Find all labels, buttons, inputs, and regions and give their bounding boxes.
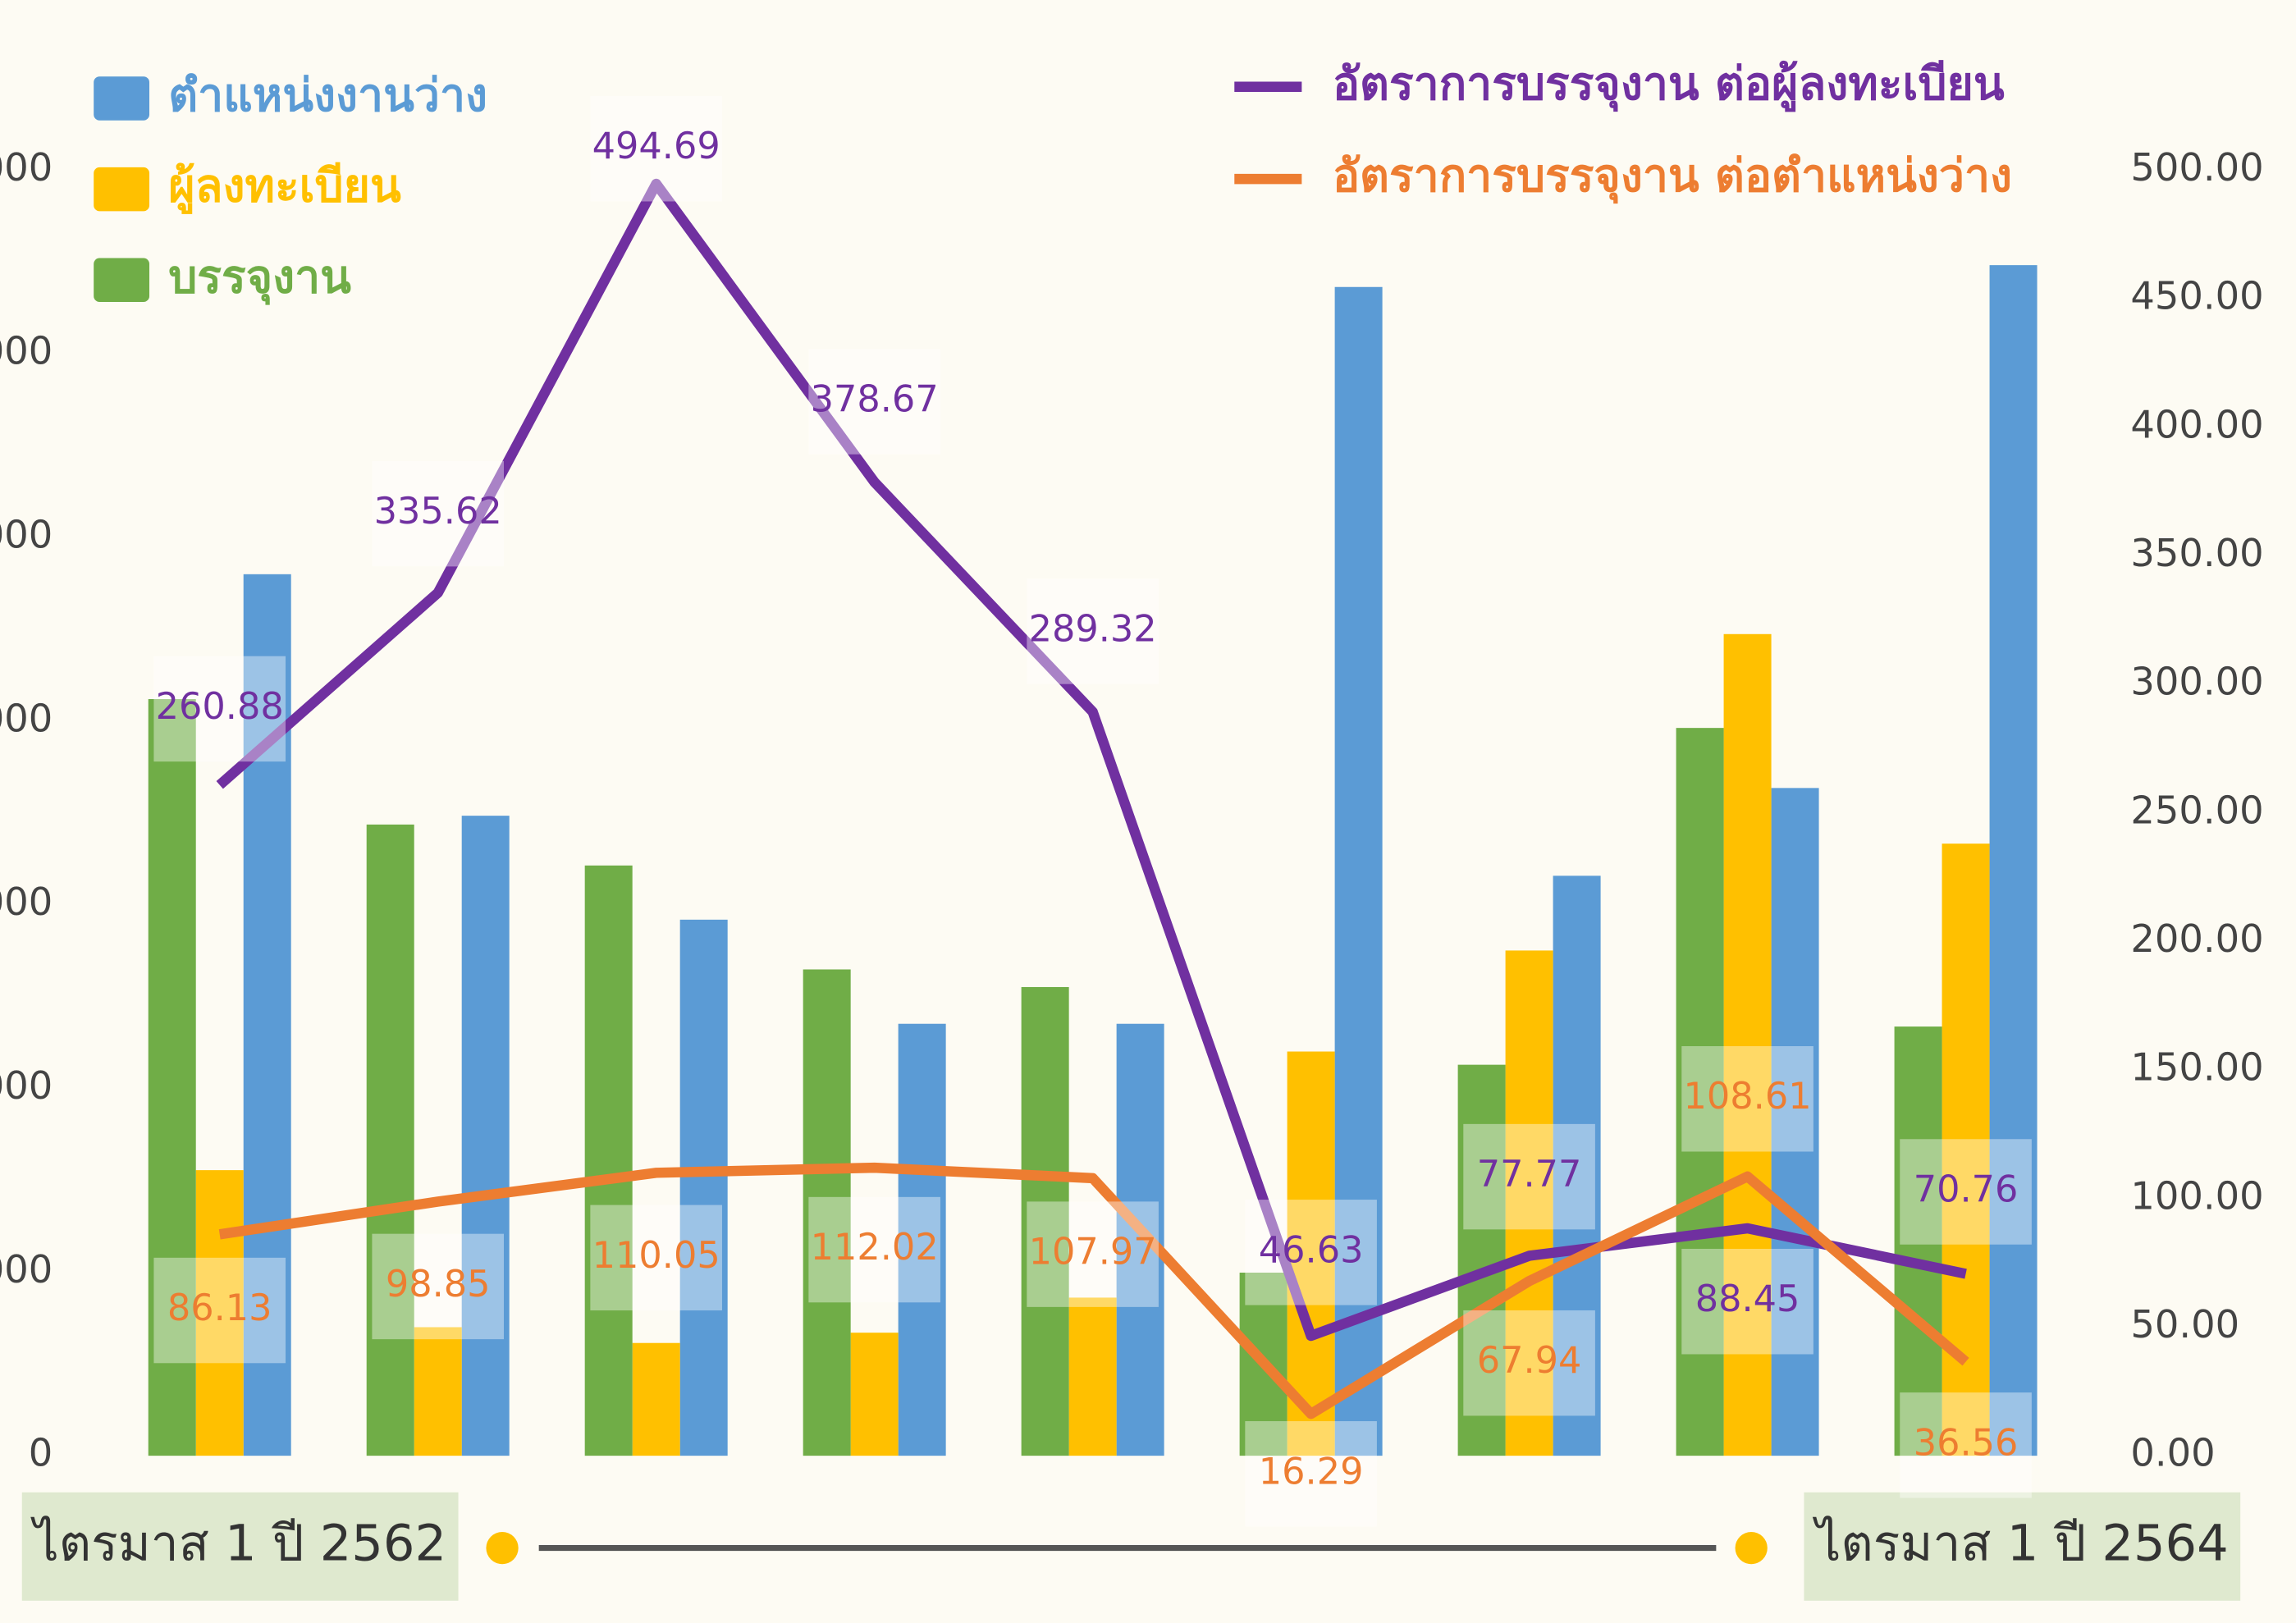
data-label: 378.67 — [811, 377, 939, 420]
data-label-box — [1681, 1248, 1813, 1355]
data-label: 107.97 — [1029, 1231, 1157, 1273]
data-label: 108.61 — [1684, 1075, 1812, 1118]
data-label-box — [808, 1196, 940, 1303]
data-label-box — [153, 656, 286, 762]
data-label-box — [1463, 1310, 1595, 1416]
y-tick-label: 000 — [0, 880, 53, 924]
legend-label: บรรจุงาน — [168, 251, 351, 305]
y-tick-label: 000 — [0, 1247, 53, 1292]
period-start: ไตรมาส 1 ปี 2562 — [30, 1515, 446, 1572]
data-label: 112.02 — [811, 1226, 939, 1269]
y2-tick-label: 0.00 — [2130, 1431, 2215, 1475]
bar — [1334, 286, 1383, 1456]
data-label-box — [808, 349, 940, 455]
legend-swatch — [94, 258, 150, 303]
legend-label: อัตราการบรรจุงาน ต่อผู้ลงทะเบียน — [1333, 58, 2005, 112]
bar — [1457, 1064, 1506, 1456]
bar — [1676, 728, 1724, 1456]
data-label: 86.13 — [167, 1287, 272, 1329]
timeline-dot — [1735, 1531, 1768, 1565]
bar — [584, 865, 633, 1456]
bar — [632, 1342, 680, 1456]
y2-tick-label: 150.00 — [2130, 1045, 2263, 1090]
bar — [850, 1333, 899, 1456]
data-label: 46.63 — [1259, 1228, 1364, 1271]
bar — [1068, 1297, 1117, 1456]
bar — [1723, 633, 1772, 1456]
bar — [803, 969, 851, 1456]
y2-tick-label: 450.00 — [2130, 274, 2263, 318]
data-label-box — [153, 1257, 286, 1364]
line — [216, 178, 1967, 1342]
y2-tick-label: 300.00 — [2130, 660, 2263, 704]
y2-tick-label: 100.00 — [2130, 1173, 2263, 1218]
line — [218, 1162, 1969, 1420]
legend-label: อัตราการบรรจุงาน ต่อตำแหน่งว่าง — [1333, 150, 2012, 204]
legend-label: ผู้ลงทะเบียน — [168, 161, 401, 215]
period-end: ไตรมาส 1 ปี 2564 — [1813, 1515, 2229, 1572]
data-label-box — [1463, 1123, 1595, 1230]
data-label: 110.05 — [592, 1234, 720, 1277]
data-label: 260.88 — [156, 685, 284, 728]
bar — [243, 574, 291, 1456]
data-label: 289.32 — [1029, 607, 1157, 650]
bar — [1505, 950, 1553, 1456]
y-tick-label: 000 — [0, 1063, 53, 1108]
bar — [1553, 876, 1601, 1456]
data-label: 77.77 — [1477, 1153, 1582, 1196]
bar — [679, 919, 728, 1456]
bar — [1771, 788, 1819, 1456]
data-label: 67.94 — [1477, 1339, 1582, 1382]
y-tick-label: 000 — [0, 513, 53, 557]
data-label-box — [372, 1233, 504, 1340]
legend-swatch — [94, 167, 150, 212]
data-label: 494.69 — [592, 125, 720, 167]
data-label: 335.62 — [374, 490, 502, 533]
data-label-box — [1245, 1200, 1377, 1305]
data-label-box — [1681, 1046, 1813, 1152]
y2-tick-label: 350.00 — [2130, 531, 2263, 575]
data-label-box — [1245, 1421, 1377, 1527]
y2-tick-label: 400.00 — [2130, 402, 2263, 446]
y-tick-label: 000 — [0, 696, 53, 740]
data-label-box — [1900, 1139, 2032, 1245]
data-label-box — [1027, 578, 1159, 684]
legend-label: ตำแหน่งงานว่าง — [168, 70, 487, 122]
bar — [898, 1023, 946, 1456]
bar — [414, 1327, 462, 1456]
data-label-box — [590, 95, 722, 202]
data-label-box — [372, 460, 504, 567]
y-tick-label: 0 — [29, 1431, 53, 1475]
data-label-box — [1900, 1392, 2032, 1498]
y2-tick-label: 200.00 — [2130, 917, 2263, 961]
bar — [461, 816, 510, 1456]
y-tick-label: 000 — [0, 329, 53, 373]
data-label-box — [590, 1205, 722, 1311]
data-label: 70.76 — [1914, 1168, 2019, 1210]
bar — [148, 699, 196, 1456]
data-label: 36.56 — [1914, 1421, 2019, 1464]
data-label: 98.85 — [386, 1263, 491, 1305]
y2-tick-label: 250.00 — [2130, 788, 2263, 832]
bar — [1021, 986, 1069, 1456]
period-box — [1804, 1492, 2241, 1601]
data-label: 16.29 — [1259, 1450, 1364, 1493]
data-label: 88.45 — [1695, 1278, 1800, 1320]
y2-tick-label: 500.00 — [2130, 145, 2263, 190]
bar — [366, 824, 414, 1456]
y-tick-label: 000 — [0, 145, 53, 190]
bar — [1989, 265, 2038, 1456]
legend-swatch — [94, 76, 150, 121]
bar — [195, 1170, 244, 1456]
period-box — [21, 1492, 459, 1601]
bar — [1287, 1051, 1335, 1456]
bar — [1894, 1026, 1942, 1456]
timeline-dot — [486, 1531, 519, 1565]
data-label-box — [1027, 1201, 1159, 1307]
y2-tick-label: 50.00 — [2130, 1302, 2239, 1346]
